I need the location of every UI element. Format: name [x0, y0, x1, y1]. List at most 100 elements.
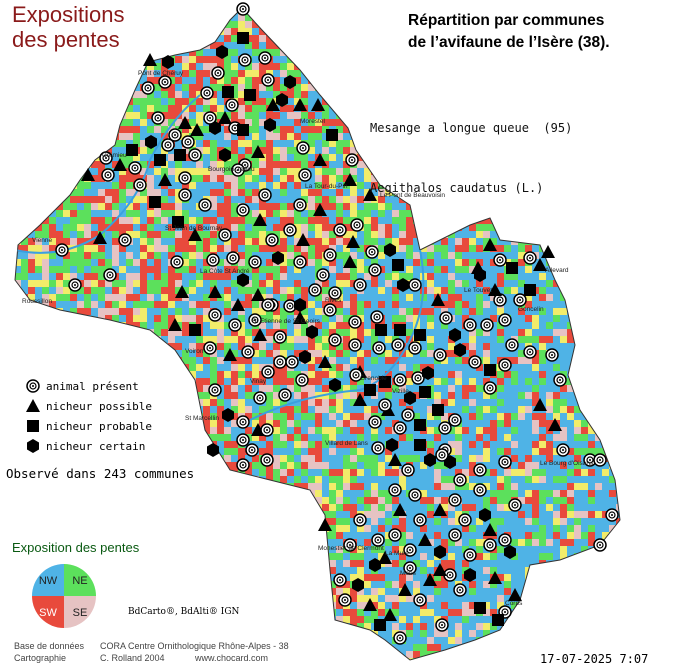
animal-present-marker [203, 341, 217, 355]
town-label: Bourgoin-Jallieu [208, 166, 255, 173]
nicheur-certain-marker [474, 268, 486, 282]
nicheur-possible-marker [423, 573, 437, 586]
nicheur-possible-marker [533, 258, 547, 271]
nicheur-certain-marker [464, 568, 476, 582]
animal-present-marker [343, 538, 357, 552]
nicheur-certain-marker [434, 545, 446, 559]
nicheur-possible-marker [383, 608, 397, 621]
nicheur-certain-marker [299, 350, 311, 364]
animal-present-marker [308, 283, 322, 297]
animal-present-marker [368, 415, 382, 429]
animal-present-marker [413, 513, 427, 527]
animal-present-marker [261, 298, 275, 312]
animal-present-marker [101, 168, 115, 182]
quadrant-label-ne: NE [72, 575, 87, 587]
animal-present-marker [285, 355, 299, 369]
nicheur-probable-marker [419, 386, 431, 398]
town-label: La Mure [385, 550, 409, 557]
nicheur-possible-marker [253, 213, 267, 226]
credit-url[interactable]: www.chocard.com [195, 653, 269, 663]
nicheur-possible-marker [398, 583, 412, 596]
nicheur-probable-marker [154, 154, 166, 166]
animal-present-marker [260, 423, 274, 437]
animal-present-marker [545, 348, 559, 362]
legend-animal-present: animal présent [20, 376, 152, 396]
species-common-name: Mesange a longue queue (95) [370, 121, 573, 135]
animal-present-marker [200, 86, 214, 100]
nicheur-possible-marker [483, 238, 497, 251]
town-label: Vizille [392, 388, 409, 395]
nicheur-certain-marker [449, 328, 461, 342]
town-label: Allevard [545, 267, 569, 274]
animal-present-marker [333, 223, 347, 237]
nicheur-certain-marker [272, 251, 284, 265]
animal-present-marker [413, 593, 427, 607]
subtitle-line1: Répartition par communes [408, 12, 605, 29]
nicheur-certain-marker [404, 391, 416, 405]
animal-present-marker [403, 561, 417, 575]
nicheur-probable-marker [484, 364, 496, 376]
animal-present-marker [118, 233, 132, 247]
nicheur-certain-marker [284, 75, 296, 89]
exposure-compass: NW NE SW SE [32, 564, 96, 628]
nicheur-possible-marker [178, 116, 192, 129]
town-label: St Jean de Bournay [165, 225, 223, 232]
animal-present-marker [403, 543, 417, 557]
animal-present-marker [388, 528, 402, 542]
nicheur-certain-marker [209, 121, 221, 135]
nicheur-certain-marker [294, 298, 306, 312]
animal-present-marker [350, 218, 364, 232]
animal-present-marker [323, 248, 337, 262]
legend-nicheur-possible: nicheur possible [20, 396, 152, 416]
nicheur-possible-marker [343, 173, 357, 186]
credit-label: Cartographie [14, 653, 67, 663]
nicheur-probable-marker [492, 614, 504, 626]
animal-present-marker [316, 268, 330, 282]
animal-present-marker [231, 163, 245, 177]
nicheur-possible-marker [253, 328, 267, 341]
animal-present-marker [556, 443, 570, 457]
animal-present-marker [260, 453, 274, 467]
quadrant-label-sw: SW [39, 607, 57, 619]
nicheur-possible-marker [231, 298, 245, 311]
nicheur-certain-marker [306, 325, 318, 339]
animal-present-marker [283, 223, 297, 237]
nicheur-possible-marker [541, 245, 555, 258]
nicheur-possible-marker [113, 158, 127, 171]
nicheur-possible-marker [251, 145, 265, 158]
animal-present-marker [236, 458, 250, 472]
nicheur-possible-marker [488, 283, 502, 296]
nicheur-certain-marker [504, 545, 516, 559]
animal-present-marker [453, 583, 467, 597]
animal-present-marker [378, 398, 392, 412]
quadrant-label-se: SE [73, 607, 88, 619]
animal-present-marker [458, 513, 472, 527]
animal-present-marker [236, 2, 250, 16]
nicheur-probable-marker [524, 284, 536, 296]
animal-present-marker [439, 311, 453, 325]
animal-present-marker [448, 528, 462, 542]
nicheur-probable-marker [414, 419, 426, 431]
nicheur-certain-marker [145, 135, 157, 149]
animal-present-marker [188, 148, 202, 162]
animal-present-marker [523, 251, 537, 265]
animal-present-marker [253, 391, 267, 405]
animal-present-marker [293, 198, 307, 212]
nicheur-certain-marker [397, 278, 409, 292]
animal-present-marker [401, 463, 415, 477]
animal-present-marker [208, 308, 222, 322]
nicheur-possible-marker [266, 98, 280, 111]
legend-label: animal présent [46, 379, 139, 393]
animal-present-marker [345, 153, 359, 167]
animal-present-marker [463, 318, 477, 332]
animal-present-marker [248, 255, 262, 269]
animal-present-marker [283, 299, 297, 313]
observation-markers [55, 2, 619, 645]
animal-present-marker [473, 463, 487, 477]
credit-label: Base de données [14, 641, 85, 651]
nicheur-probable-marker [379, 376, 391, 388]
animal-present-marker [218, 228, 232, 242]
town-label: Corps [505, 600, 523, 607]
nicheur-probable-marker [237, 32, 249, 44]
animal-present-marker [296, 141, 310, 155]
